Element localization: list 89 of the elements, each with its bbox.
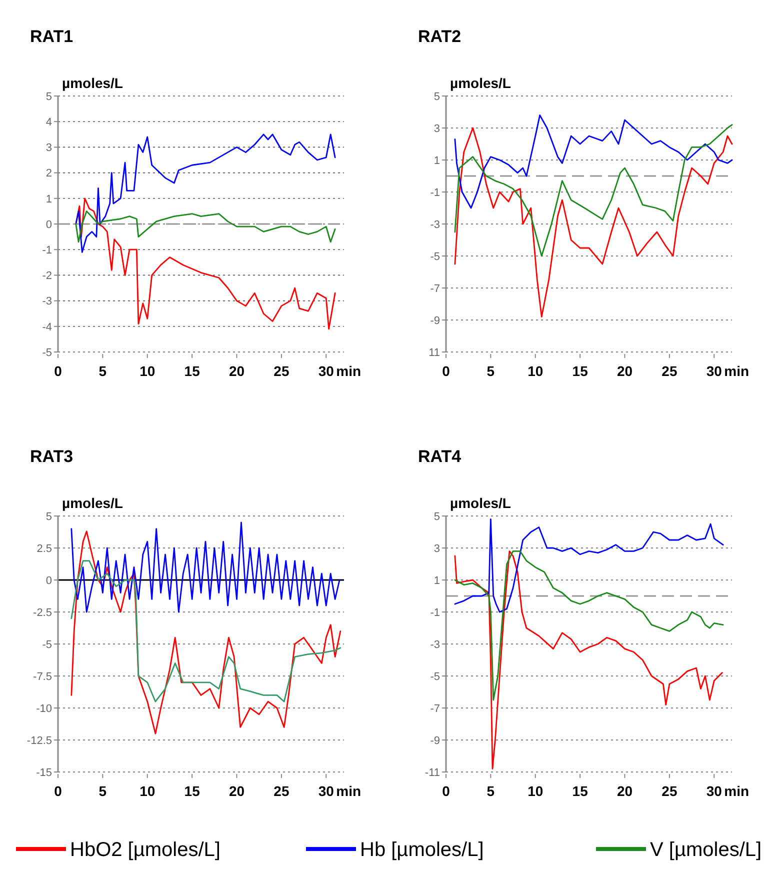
y-tick-label: -3: [430, 638, 440, 651]
chart-title: RAT4: [418, 447, 462, 466]
line-series: [70, 560, 342, 702]
y-tick-label: -5: [42, 346, 52, 359]
x-tick-label: 15: [572, 783, 588, 799]
line-series: [454, 550, 724, 701]
x-tick-label: 15: [572, 363, 588, 379]
x-tick-label: 5: [98, 783, 107, 799]
x-tick-label: 25: [662, 363, 678, 379]
x-tick-label: 5: [486, 783, 495, 799]
line-series: [75, 134, 336, 253]
line-series: [70, 522, 340, 613]
y-tick-label: -7: [430, 282, 440, 295]
y-tick-label: -4: [42, 321, 52, 334]
line-series: [454, 550, 723, 770]
y-tick-label: -10: [36, 702, 52, 715]
x-tick-label: 15: [184, 363, 200, 379]
line-series: [75, 210, 336, 243]
y-tick-label: -12.5: [26, 734, 52, 747]
y-tick-label: 3: [434, 122, 440, 135]
y-tick-label: -5: [430, 250, 440, 263]
chart-title: RAT2: [418, 27, 462, 46]
y-tick-label: 11: [428, 346, 440, 359]
y-tick-label: -9: [430, 734, 440, 747]
x-axis-title: min: [724, 363, 750, 379]
x-tick-label: 20: [228, 783, 245, 799]
y-tick-label: 5: [46, 90, 52, 103]
x-tick-label: 10: [140, 363, 156, 379]
x-tick-label: 10: [528, 363, 544, 379]
legend-label: HbO2 [µmoles/L]: [70, 839, 220, 861]
y-axis-title: µmoles/L: [62, 75, 124, 91]
y-tick-label: 0: [46, 574, 52, 587]
legend-label: Hb [µmoles/L]: [360, 839, 484, 861]
chart-title: RAT3: [30, 447, 74, 466]
x-tick-label: 5: [98, 363, 107, 379]
y-tick-label: 2.5: [36, 542, 52, 555]
y-tick-label: -7: [430, 702, 440, 715]
x-tick-label: 5: [486, 363, 495, 379]
legend-label: V [µmoles/L]: [650, 839, 762, 861]
x-tick-label: 25: [274, 363, 290, 379]
y-tick-label: -7.5: [33, 670, 52, 683]
y-tick-label: -3: [430, 218, 440, 231]
x-tick-label: 25: [662, 783, 678, 799]
x-tick-label: 30: [318, 363, 334, 379]
y-tick-label: -2.5: [33, 606, 52, 619]
chart-title: RAT1: [30, 27, 74, 46]
line-series: [75, 198, 336, 330]
x-axis-title: min: [336, 783, 362, 799]
x-tick-label: 30: [706, 363, 722, 379]
y-tick-label: -3: [42, 296, 52, 308]
y-tick-label: 1: [434, 154, 440, 167]
x-axis-title: min: [336, 363, 362, 379]
line-series: [454, 114, 733, 209]
y-tick-label: -2: [42, 270, 52, 282]
y-tick-label: -11: [424, 766, 440, 779]
x-tick-label: 30: [706, 783, 722, 799]
y-tick-label: -9: [430, 314, 440, 327]
y-tick-label: 3: [46, 142, 52, 154]
y-tick-label: -1: [42, 244, 52, 256]
x-tick-label: 20: [228, 363, 245, 379]
x-tick-label: 25: [274, 783, 290, 799]
x-axis-title: min: [724, 783, 750, 799]
y-tick-label: -1: [430, 186, 440, 199]
y-axis-title: µmoles/L: [450, 75, 512, 91]
y-tick-label: 5: [434, 90, 440, 103]
y-tick-label: -1: [430, 606, 440, 619]
y-tick-label: 5: [434, 510, 440, 523]
y-tick-label: -5: [42, 638, 52, 651]
x-tick-label: 10: [528, 783, 544, 799]
x-tick-label: 30: [318, 783, 334, 799]
y-tick-label: -5: [430, 670, 440, 683]
y-axis-title: µmoles/L: [62, 495, 124, 511]
x-tick-label: 20: [616, 783, 633, 799]
line-series: [70, 530, 342, 734]
y-tick-label: 1: [46, 193, 52, 206]
x-tick-label: 15: [184, 783, 200, 799]
y-tick-label: 2: [46, 168, 52, 180]
y-tick-label: 3: [434, 542, 440, 555]
y-tick-label: 5: [46, 510, 52, 523]
line-series: [454, 518, 724, 613]
x-tick-label: 10: [140, 783, 156, 799]
y-tick-label: -15: [36, 766, 52, 779]
line-series: [454, 127, 733, 318]
x-tick-label: 20: [616, 363, 633, 379]
line-series: [454, 124, 733, 257]
y-tick-label: 4: [46, 116, 52, 128]
y-tick-label: 0: [46, 218, 52, 231]
y-axis-title: µmoles/L: [450, 495, 512, 511]
y-tick-label: 1: [434, 574, 440, 587]
